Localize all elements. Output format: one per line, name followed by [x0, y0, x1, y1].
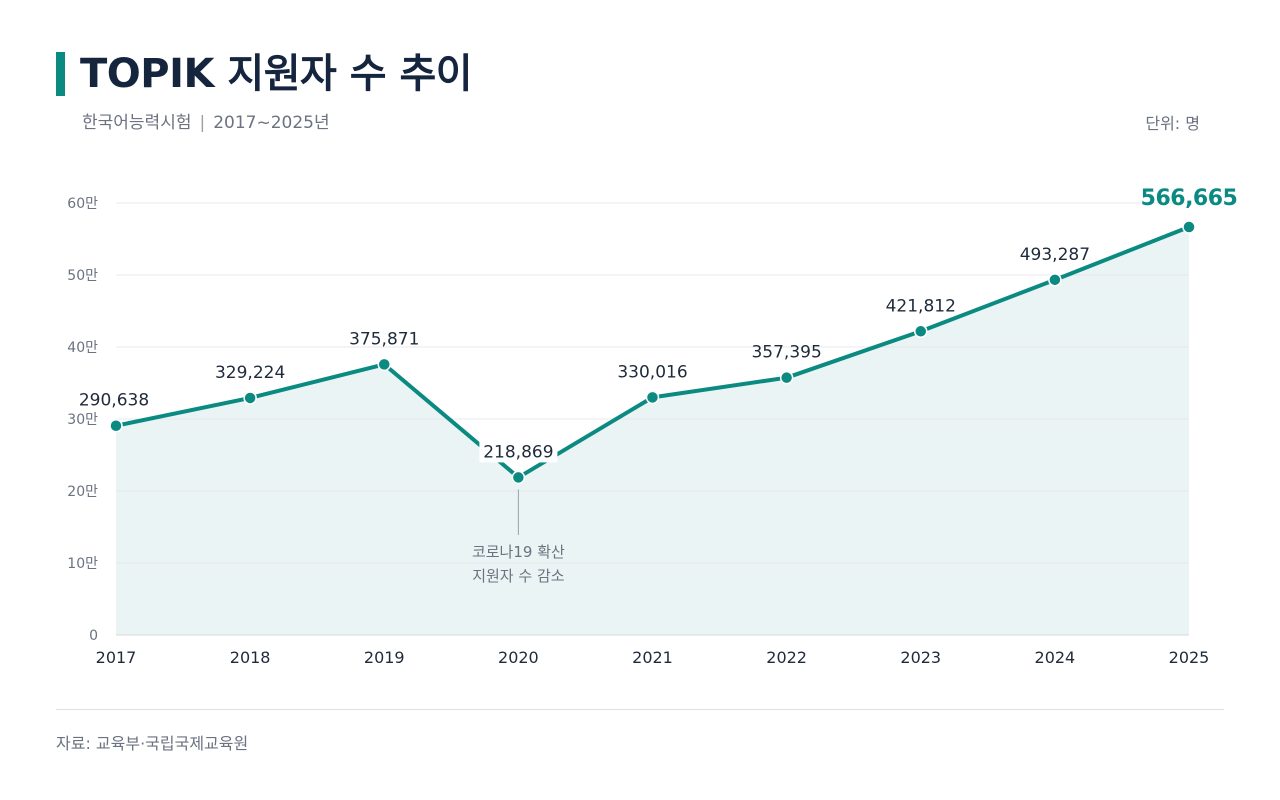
- data-label: 357,395: [751, 343, 821, 363]
- data-point: [779, 370, 794, 385]
- subtitle: 한국어능력시험 | 2017~2025년: [82, 108, 330, 133]
- data-label: 330,016: [617, 362, 687, 382]
- page-title: TOPIK 지원자 수 추이: [80, 51, 473, 97]
- y-tick-label: 0: [89, 628, 98, 644]
- x-tick-label: 2020: [498, 648, 539, 667]
- data-point: [109, 418, 123, 433]
- unit-label: 단위: 명: [1145, 114, 1200, 133]
- annotation-text: 지원자 수 감소: [472, 567, 565, 585]
- data-point: [645, 390, 660, 405]
- data-label: 493,287: [1020, 245, 1090, 265]
- subtitle-period: 2017~2025년: [213, 113, 330, 133]
- title-accent-bar: [56, 52, 65, 96]
- data-label: 375,871: [349, 329, 419, 349]
- data-label-background: [479, 440, 558, 463]
- x-tick-label: 2024: [1035, 648, 1076, 667]
- y-tick-label: 40만: [67, 340, 98, 356]
- data-label: 218,869: [483, 442, 553, 462]
- subtitle-exam: 한국어능력시험: [82, 113, 192, 133]
- footer-divider: [56, 709, 1224, 710]
- data-point: [1182, 220, 1196, 234]
- data-point: [914, 324, 928, 339]
- data-point: [1048, 273, 1062, 287]
- x-tick-label: 2017: [96, 648, 137, 667]
- data-point: [511, 470, 526, 485]
- x-tick-label: 2021: [632, 648, 673, 667]
- annotation-text: 코로나19 확산: [472, 543, 565, 561]
- data-label: 290,638: [79, 391, 149, 411]
- y-tick-label: 20만: [67, 484, 98, 500]
- data-point: [377, 357, 391, 372]
- data-label: 421,812: [886, 296, 956, 316]
- data-point: [243, 391, 257, 405]
- y-tick-label: 10만: [67, 556, 98, 572]
- y-tick-label: 60만: [67, 196, 98, 212]
- x-tick-label: 2022: [766, 648, 807, 667]
- data-label: 329,224: [215, 363, 285, 383]
- y-tick-label: 50만: [67, 268, 98, 284]
- x-tick-label: 2023: [900, 648, 941, 667]
- subtitle-separator: |: [199, 113, 206, 133]
- x-tick-label: 2018: [230, 648, 271, 667]
- data-label-highlight: 566,665: [1141, 186, 1238, 211]
- source-note: 자료: 교육부·국립국제교육원: [56, 734, 249, 753]
- x-tick-label: 2025: [1169, 648, 1210, 667]
- y-tick-label: 30만: [67, 412, 98, 428]
- x-tick-label: 2019: [364, 648, 405, 667]
- area-fill: [116, 227, 1189, 635]
